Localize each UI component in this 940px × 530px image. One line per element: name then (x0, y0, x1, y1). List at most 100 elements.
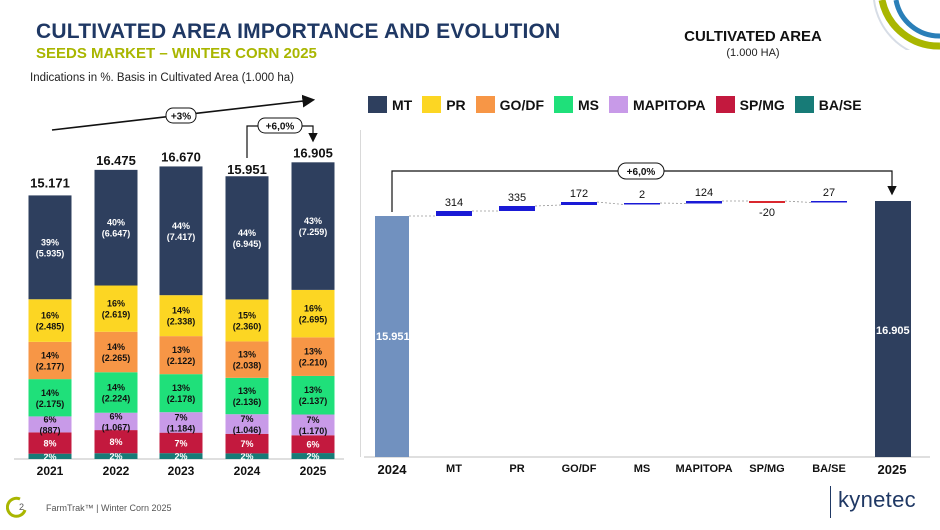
step-value-label: 124 (695, 187, 713, 199)
step-value-label: 172 (570, 188, 588, 200)
segment-pct-label: 14% (107, 382, 125, 392)
legend-item-ba-se: BA/SE (794, 96, 862, 113)
segment-pct-label: 14% (172, 306, 190, 316)
legend-swatch (794, 96, 814, 113)
bar-total-label: 15.171 (30, 176, 70, 191)
chart-legend: MT PR GO/DF MS MAPITOPA SP/MG BA/SE (368, 96, 872, 113)
legend-label: GO/DF (499, 96, 545, 113)
segment-pct-label: 13% (238, 386, 256, 396)
x-tick-label: 2025 (878, 462, 907, 477)
stack-segment (225, 433, 269, 454)
stack-segment (291, 162, 335, 290)
segment-value-label: (2.619) (102, 310, 131, 320)
stack-segment (94, 453, 138, 459)
legend-swatch (368, 96, 387, 113)
segment-pct-label: 2% (240, 452, 253, 462)
connector-line (784, 200, 812, 203)
bar-total-label: 15.951 (227, 162, 267, 177)
segment-value-label: (2.122) (167, 356, 196, 366)
segment-value-label: (7.417) (167, 232, 196, 242)
legend-item-mapitopa: MAPITOPA (609, 96, 706, 113)
stack-segment (94, 430, 138, 454)
segment-pct-label: 15% (238, 310, 256, 320)
segment-pct-label: 7% (240, 439, 253, 449)
stack-segment (94, 412, 138, 431)
legend-item-mt: MT (368, 96, 412, 113)
stack-segment (28, 432, 72, 454)
segment-value-label: (1.067) (102, 422, 131, 432)
segment-value-label: (1.184) (167, 423, 196, 433)
connector-line (659, 202, 687, 204)
segment-value-label: (1.170) (299, 426, 328, 436)
legend-item-sp-mg: SP/MG (715, 96, 785, 113)
legend-label: BA/SE (818, 96, 862, 113)
step-value-label: 335 (508, 192, 526, 204)
page-title: CULTIVATED AREA IMPORTANCE AND EVOLUTION (36, 20, 561, 43)
segment-pct-label: 13% (304, 385, 322, 395)
growth-badge (617, 162, 665, 180)
stack-segment (291, 453, 335, 459)
segment-pct-label: 2% (109, 452, 122, 462)
stacked-bar-chart: 2%8%6%(887)14%(2.175)14%(2.177)16%(2.485… (14, 94, 344, 478)
legend-item-pr: PR (422, 96, 466, 113)
bar-total-label: 16.670 (161, 149, 201, 164)
legend-swatch (715, 96, 735, 113)
legend-item-go-df: GO/DF (475, 96, 545, 113)
x-tick-label: 2024 (234, 464, 261, 478)
legend-label: MAPITOPA (633, 96, 706, 113)
end-bar (875, 201, 911, 457)
segment-value-label: (2.210) (299, 358, 328, 368)
trend-badge-text: +3% (171, 112, 191, 123)
step-bar (436, 211, 472, 216)
segment-value-label: (1.046) (233, 425, 262, 435)
step-value-label: 2 (639, 189, 645, 201)
footer-text: FarmTrak™ | Winter Corn 2025 (46, 503, 172, 513)
segment-pct-label: 44% (172, 221, 190, 231)
x-tick-label: MS (634, 463, 651, 475)
page-subtitle: SEEDS MARKET – WINTER CORN 2025 (36, 45, 317, 62)
x-tick-label: 2023 (168, 464, 195, 478)
segment-pct-label: 8% (109, 437, 122, 447)
waterfall-unit: (1.000 HA) (726, 47, 780, 59)
legend-label: MT (392, 96, 413, 113)
segment-pct-label: 7% (174, 438, 187, 448)
growth-badge (257, 117, 303, 134)
segment-pct-label: 13% (172, 345, 190, 355)
stack-segment (94, 331, 138, 373)
stack-segment (291, 435, 335, 454)
segment-pct-label: 43% (304, 216, 322, 226)
step-bar (624, 203, 660, 205)
chart-note: Indications in %. Basis in Cultivated Ar… (30, 72, 295, 84)
stack-segment (291, 337, 335, 376)
connector-line (596, 201, 625, 205)
connector-line (534, 204, 562, 207)
stack-segment (28, 453, 72, 459)
bar-total-label: 16.905 (293, 145, 333, 160)
x-tick-label: MT (446, 463, 462, 475)
x-tick-label: MAPITOPA (675, 463, 732, 475)
bar-total-label: 16.475 (96, 153, 136, 168)
segment-pct-label: 13% (172, 383, 190, 393)
stack-segment (94, 169, 138, 286)
segment-pct-label: 6% (43, 414, 56, 424)
stack-segment (159, 432, 203, 454)
segment-pct-label: 14% (107, 342, 125, 352)
segment-value-label: (2.265) (102, 353, 131, 363)
segment-pct-label: 13% (238, 350, 256, 360)
segment-value-label: (2.136) (233, 397, 262, 407)
stack-segment (291, 414, 335, 436)
step-value-label: -20 (759, 207, 775, 219)
end-bar-label: 16.905 (876, 325, 910, 337)
step-bar (686, 201, 722, 204)
arc-grey (873, 0, 911, 50)
segment-pct-label: 2% (43, 452, 56, 462)
segment-value-label: (6.945) (233, 239, 262, 249)
segment-value-label: (2.338) (167, 317, 196, 327)
start-bar-label: 15.951 (376, 331, 410, 343)
step-value-label: 314 (445, 197, 463, 209)
segment-pct-label: 2% (174, 452, 187, 462)
segment-pct-label: 2% (306, 452, 319, 462)
growth-badge-text: +6,0% (266, 122, 295, 133)
arc-blue (893, 0, 940, 39)
legend-label: MS (578, 96, 600, 113)
